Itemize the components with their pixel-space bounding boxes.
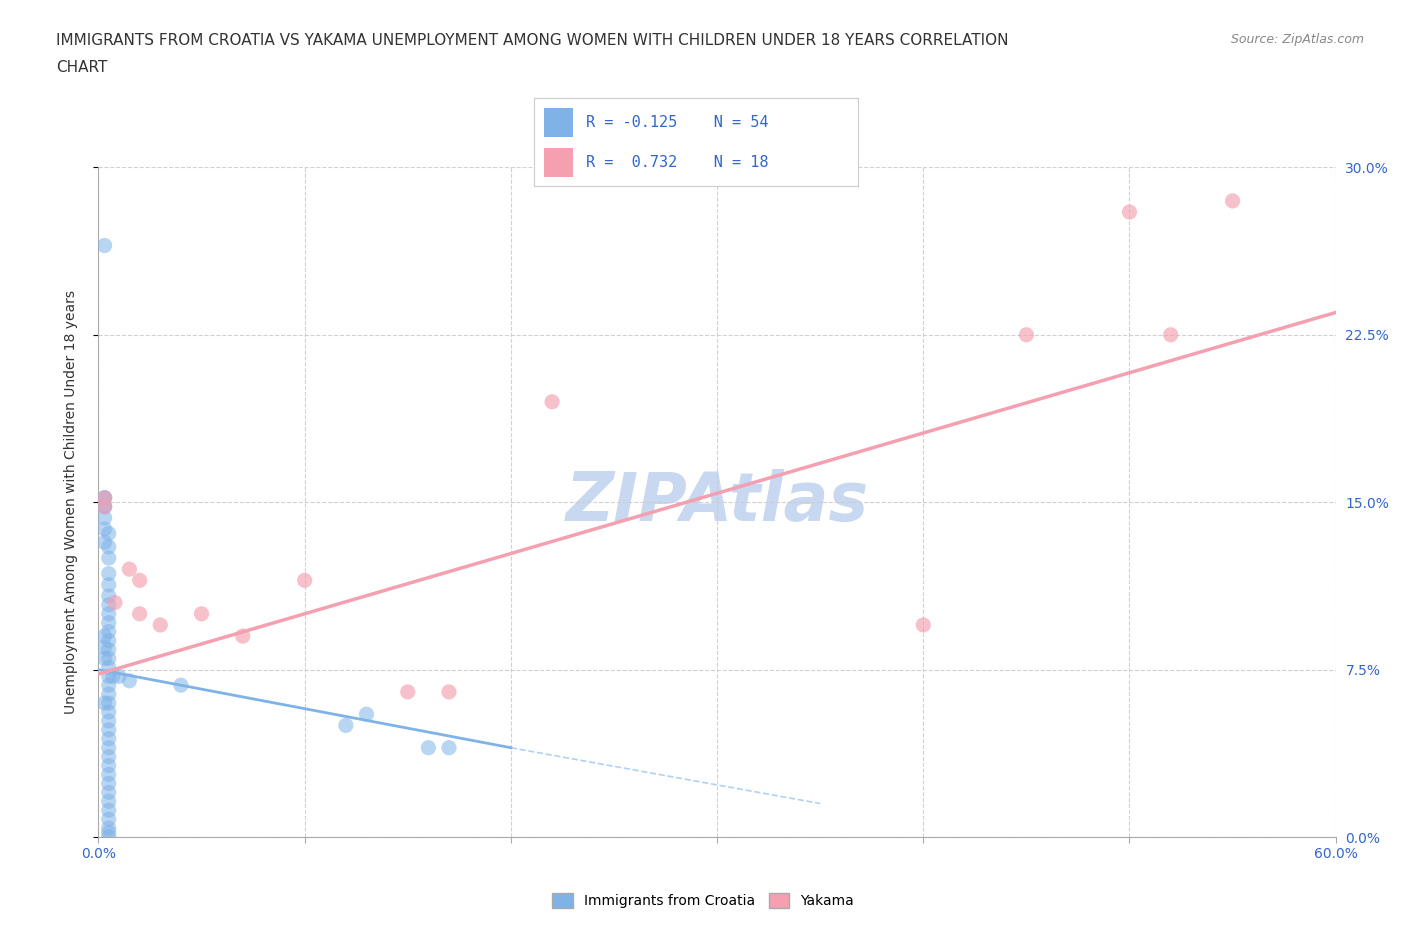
Point <box>93 535 115 550</box>
Point <box>149 618 172 632</box>
Point <box>437 740 460 755</box>
Point <box>93 499 115 514</box>
Point <box>97 820 120 835</box>
Point <box>1222 193 1244 208</box>
Point <box>97 731 120 746</box>
Point <box>97 794 120 809</box>
Point <box>97 642 120 657</box>
Point <box>97 633 120 648</box>
Point <box>97 660 120 675</box>
Point <box>93 499 115 514</box>
Point <box>97 750 120 764</box>
Point <box>418 740 440 755</box>
Point <box>170 678 193 693</box>
Point <box>541 394 564 409</box>
Point <box>97 669 120 684</box>
Point <box>93 490 115 505</box>
Legend: Immigrants from Croatia, Yakama: Immigrants from Croatia, Yakama <box>546 888 860 914</box>
Point <box>97 803 120 817</box>
Point <box>93 499 115 514</box>
Point <box>118 673 141 688</box>
Point <box>1015 327 1038 342</box>
Point <box>93 629 115 644</box>
Point <box>97 696 120 711</box>
Text: Source: ZipAtlas.com: Source: ZipAtlas.com <box>1230 33 1364 46</box>
Point <box>335 718 357 733</box>
Point <box>912 618 935 632</box>
Point <box>97 589 120 604</box>
Point <box>97 566 120 581</box>
Point <box>97 825 120 840</box>
Point <box>97 705 120 720</box>
Point <box>1118 205 1140 219</box>
Point <box>97 723 120 737</box>
Bar <box>544 108 574 138</box>
Point <box>93 522 115 537</box>
Point <box>93 640 115 655</box>
Point <box>101 669 124 684</box>
Point <box>93 238 115 253</box>
Point <box>97 616 120 631</box>
Point <box>396 684 419 699</box>
Point <box>97 812 120 827</box>
Point <box>93 696 115 711</box>
Point <box>97 740 120 755</box>
Point <box>108 669 131 684</box>
Point <box>118 562 141 577</box>
Point <box>93 651 115 666</box>
Point <box>97 758 120 773</box>
Point <box>190 606 212 621</box>
Point <box>97 830 120 844</box>
Point <box>93 490 115 505</box>
Point <box>97 713 120 728</box>
Point <box>356 707 378 722</box>
Point <box>97 785 120 800</box>
Point <box>97 597 120 612</box>
Point <box>97 526 120 541</box>
Point <box>232 629 254 644</box>
Point <box>104 595 127 610</box>
Text: IMMIGRANTS FROM CROATIA VS YAKAMA UNEMPLOYMENT AMONG WOMEN WITH CHILDREN UNDER 1: IMMIGRANTS FROM CROATIA VS YAKAMA UNEMPL… <box>56 33 1008 47</box>
Point <box>97 776 120 790</box>
Point <box>97 606 120 621</box>
Point <box>97 767 120 782</box>
Point <box>1160 327 1182 342</box>
Text: ZIPAtlas: ZIPAtlas <box>565 470 869 535</box>
Text: CHART: CHART <box>56 60 108 75</box>
Point <box>97 678 120 693</box>
Point <box>97 539 120 554</box>
Point <box>128 573 150 588</box>
Text: R =  0.732    N = 18: R = 0.732 N = 18 <box>586 154 769 169</box>
Point <box>294 573 316 588</box>
Point <box>93 511 115 525</box>
Y-axis label: Unemployment Among Women with Children Under 18 years: Unemployment Among Women with Children U… <box>63 290 77 714</box>
Point <box>128 606 150 621</box>
Point <box>97 686 120 701</box>
Point <box>97 578 120 592</box>
Point <box>437 684 460 699</box>
Point <box>97 651 120 666</box>
Point <box>93 490 115 505</box>
Text: R = -0.125    N = 54: R = -0.125 N = 54 <box>586 115 769 130</box>
Bar <box>544 148 574 177</box>
Point <box>97 624 120 639</box>
Point <box>97 551 120 565</box>
